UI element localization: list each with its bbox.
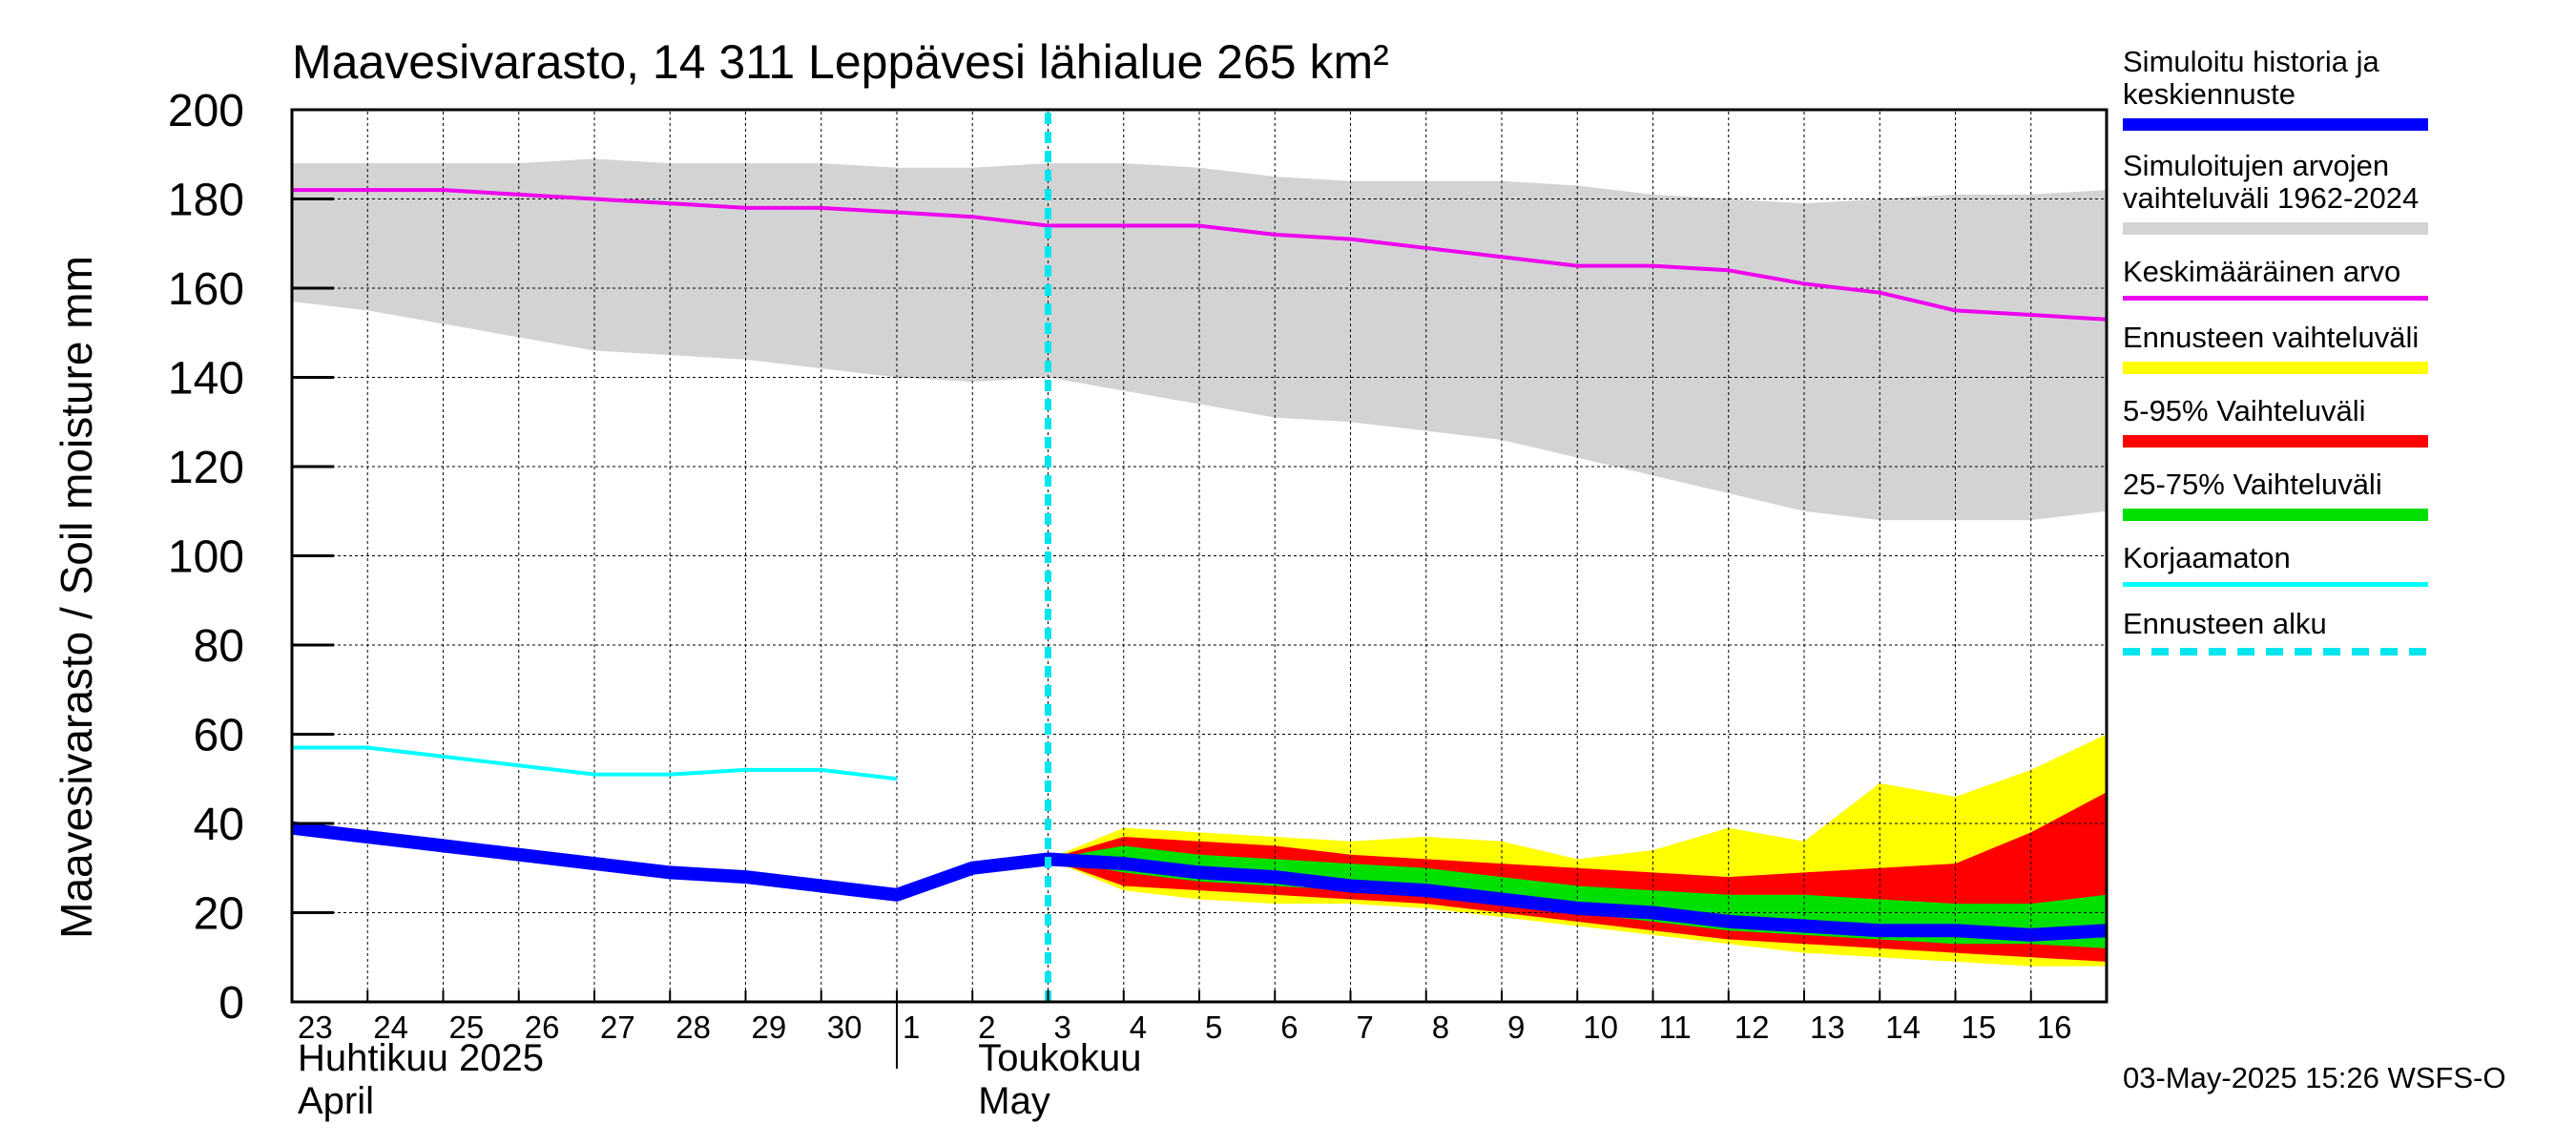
legend-label: 25-75% Vaihteluväli: [2123, 468, 2382, 501]
legend-label: Ennusteen vaihteluväli: [2123, 321, 2420, 354]
y-tick-label: 0: [218, 978, 244, 1029]
y-tick-label: 180: [168, 176, 244, 226]
x-tick-label: 5: [1205, 1010, 1222, 1045]
legend-swatch: [2123, 296, 2428, 301]
month-label-en: May: [978, 1080, 1050, 1122]
x-tick-label: 10: [1583, 1010, 1618, 1045]
timestamp-footer: 03-May-2025 15:26 WSFS-O: [2123, 1061, 2506, 1094]
x-tick-label: 14: [1885, 1010, 1921, 1045]
legend-item: 5-95% Vaihteluväli: [2123, 395, 2562, 448]
y-tick-label: 200: [168, 86, 244, 136]
x-tick-label: 30: [827, 1010, 862, 1045]
legend-swatch: [2123, 118, 2428, 131]
x-tick-label: 12: [1735, 1010, 1770, 1045]
y-tick-label: 20: [194, 889, 244, 940]
y-tick-label: 100: [168, 532, 244, 583]
chart-title: Maavesivarasto, 14 311 Leppävesi lähialu…: [292, 35, 1389, 89]
y-tick-label: 160: [168, 264, 244, 315]
legend-label: Keskimääräinen arvo: [2123, 255, 2401, 288]
x-tick-label: 28: [675, 1010, 711, 1045]
x-tick-label: 25: [449, 1010, 485, 1045]
month-label: Toukokuu: [978, 1037, 1141, 1079]
legend-swatch: [2123, 509, 2428, 521]
x-tick-label: 8: [1432, 1010, 1449, 1045]
legend-swatch: [2123, 582, 2428, 587]
series-line-1: [292, 745, 898, 781]
x-tick-label: 15: [1962, 1010, 1997, 1045]
x-tick-label: 2: [978, 1010, 995, 1045]
x-tick-label: 6: [1280, 1010, 1298, 1045]
x-tick-label: 7: [1357, 1010, 1374, 1045]
x-tick-label: 29: [752, 1010, 787, 1045]
month-label: Huhtikuu 2025: [298, 1037, 544, 1079]
legend-item: Keskimääräinen arvo: [2123, 256, 2562, 301]
y-tick-label: 40: [194, 800, 244, 850]
series-line-2: [291, 821, 2108, 942]
legend-swatch: [2123, 435, 2428, 448]
legend-item: Simuloitujen arvojen vaihteluväli 1962-2…: [2123, 150, 2562, 235]
y-tick-label: 80: [194, 621, 244, 672]
x-tick-label: 11: [1659, 1010, 1692, 1045]
legend-swatch: [2123, 362, 2428, 374]
x-tick-label: 26: [525, 1010, 560, 1045]
legend-item: 25-75% Vaihteluväli: [2123, 468, 2562, 521]
y-tick-label: 120: [168, 443, 244, 493]
y-tick-label: 140: [168, 354, 244, 405]
x-tick-label: 16: [2037, 1010, 2072, 1045]
x-tick-label: 13: [1810, 1010, 1845, 1045]
x-tick-label: 1: [903, 1010, 920, 1045]
y-tick-label: 60: [194, 711, 244, 761]
legend-item: Korjaamaton: [2123, 542, 2562, 587]
legend-swatch: [2123, 222, 2428, 235]
x-tick-label: 27: [600, 1010, 635, 1045]
legend-swatch: [2123, 648, 2428, 656]
legend-item: Simuloitu historia ja keskiennuste: [2123, 46, 2562, 131]
band-0: [292, 158, 2107, 521]
series-line-0: [292, 188, 2108, 322]
x-tick-label: 4: [1130, 1010, 1147, 1045]
legend-label: Simuloitujen arvojen vaihteluväli 1962-2…: [2123, 149, 2420, 215]
legend-label: 5-95% Vaihteluväli: [2123, 394, 2366, 427]
x-tick-label: 24: [373, 1010, 408, 1045]
legend: Simuloitu historia ja keskiennuste Simulo…: [2123, 46, 2562, 656]
y-axis-label: Maavesivarasto / Soil moisture mm: [52, 256, 101, 939]
legend-label: Korjaamaton: [2123, 541, 2291, 574]
month-label-en: April: [298, 1080, 374, 1122]
legend-item: Ennusteen alku: [2123, 608, 2562, 656]
x-tick-label: 23: [298, 1010, 333, 1045]
x-tick-label: 3: [1054, 1010, 1071, 1045]
x-tick-label: 9: [1507, 1010, 1525, 1045]
legend-label: Ennusteen alku: [2123, 607, 2327, 640]
legend-label: Simuloitu historia ja keskiennuste: [2123, 45, 2379, 111]
legend-item: Ennusteen vaihteluväli: [2123, 322, 2562, 374]
